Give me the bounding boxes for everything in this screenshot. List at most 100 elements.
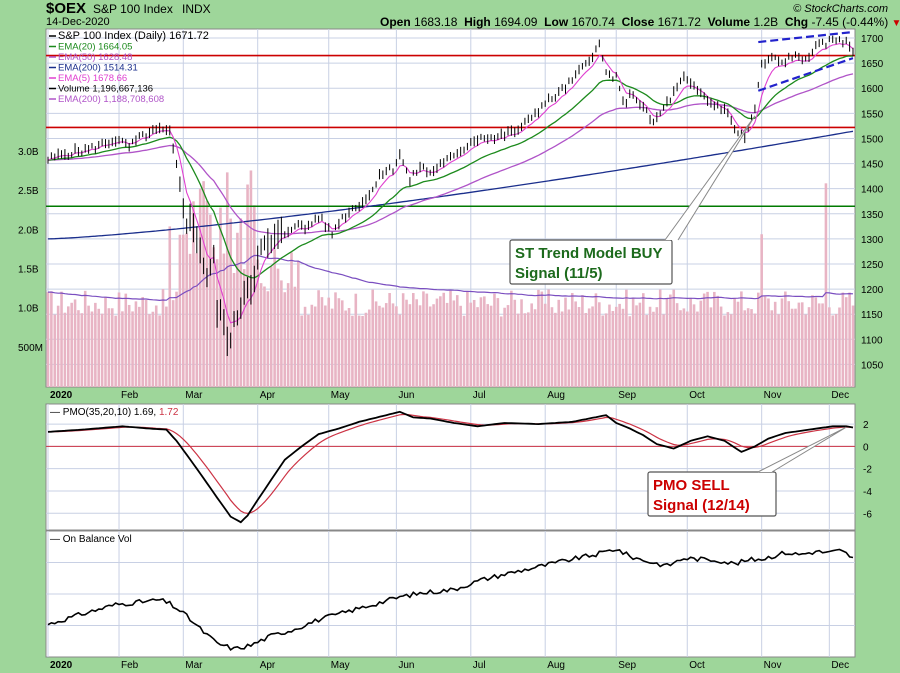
month-label: Jun [398,390,414,401]
volume-bar [851,305,855,387]
annotation-buy-text: Signal (11/5) [515,265,603,282]
volume-bar [87,305,90,387]
volume-bar [50,291,53,387]
volume-bar [121,311,124,387]
price-axis-tick: 1550 [861,109,884,120]
volume-bar [655,307,659,387]
volume-bar [811,295,814,387]
month-label: Oct [689,390,705,401]
month-label: Apr [260,390,276,401]
volume-bar [219,207,222,387]
volume-bar [709,307,713,387]
volume-bar [784,291,787,387]
pmo-panel: 2 0 -2 -4 -6 — PMO(35,20,10) 1.69, 1.72 PMO SE… [45,403,872,531]
volume-bar [351,315,354,387]
volume-bar [161,289,165,387]
annotation-buy-text: ST Trend Model BUY [515,245,663,262]
volume-bar [202,181,205,387]
legend-entry: EMA(20) 1664.05 [58,42,132,53]
month-label: Nov [764,390,782,401]
annotation-box-sell [647,471,777,517]
volume-bar [459,305,462,387]
volume-bar [232,273,236,387]
volume-bar [750,309,753,387]
volume-bar [131,311,134,387]
volume-bar [642,293,645,387]
volume-bar [611,310,615,387]
volume-bar [273,249,276,387]
volume-bar [476,307,479,387]
volume-bar [567,309,571,387]
annotation-box-buy [509,239,673,285]
volume-bar [746,308,750,387]
volume-bar [631,297,635,387]
volume-bar [716,295,719,387]
volume-bar [713,291,716,387]
ema5-line [47,43,854,324]
volume-bar [229,218,232,387]
volume-bar [236,232,239,387]
volume-bar [483,296,486,387]
volume-bar [662,314,665,387]
volume-bar [540,291,544,387]
obv-month-label: Jun [398,660,414,671]
volume-bar [182,234,185,387]
obv-month-label: Nov [764,660,782,671]
volume-bar [198,188,202,387]
volume-bar [97,308,101,387]
volume-bar [195,253,199,387]
low-label: Low [544,15,569,29]
volume-bar [797,302,801,387]
volume-bar [144,299,148,387]
volume-bar [560,311,564,387]
volume-bar [104,296,107,387]
high-label: High [464,15,491,29]
volume-bar [391,303,395,387]
volume-axis-tick: 3.0B [18,147,39,158]
volume-bar [337,298,341,387]
volume-bar [259,283,263,387]
pmo-axis-tick: 2 [863,420,869,431]
close-value: 1671.72 [657,15,701,29]
volume-bar [598,302,601,387]
volume-bar [408,304,412,387]
price-panel: 1050 1100 1150 1200 1250 1300 1350 1400 1450 1500… [18,28,884,401]
volume-bar [527,312,530,387]
volume-bar [428,306,432,387]
volume-bar [73,299,77,387]
volume-bar [763,296,767,387]
chart-date: 14-Dec-2020 [46,16,110,28]
volume-bar [733,298,736,387]
volume-bar [638,302,642,387]
month-label: Jul [473,390,486,401]
chart-symbol: $OEX [46,0,87,17]
pmo-axis-tick: -6 [863,509,872,520]
volume-bar [466,291,469,387]
trend-channel-line [758,30,854,44]
volume-bar [591,306,594,387]
volume-bar [276,268,280,387]
legend-entry: Volume 1,196,667,136 [58,84,153,95]
volume-bar [547,289,550,387]
pmo-axis-tick: -2 [863,465,872,476]
volume-bar [844,297,848,387]
volume-bar [317,290,320,387]
volume-bar [354,293,358,387]
volume-bar [814,297,818,387]
volume-bar [435,298,439,387]
price-axis-tick: 1100 [861,335,883,346]
volume-bar [570,292,574,387]
close-label: Close [621,15,655,29]
pmo-line [47,410,854,524]
price-axis-tick: 1250 [861,260,884,271]
obv-line [47,548,854,652]
volume-bar [327,297,331,387]
volume-bar [658,289,662,387]
volume-bar [618,303,621,387]
legend-entry: EMA(200) 1,188,708,608 [58,94,164,105]
volume-bar [361,315,364,387]
month-label: Mar [185,390,203,401]
volume-ema-line [48,254,854,302]
